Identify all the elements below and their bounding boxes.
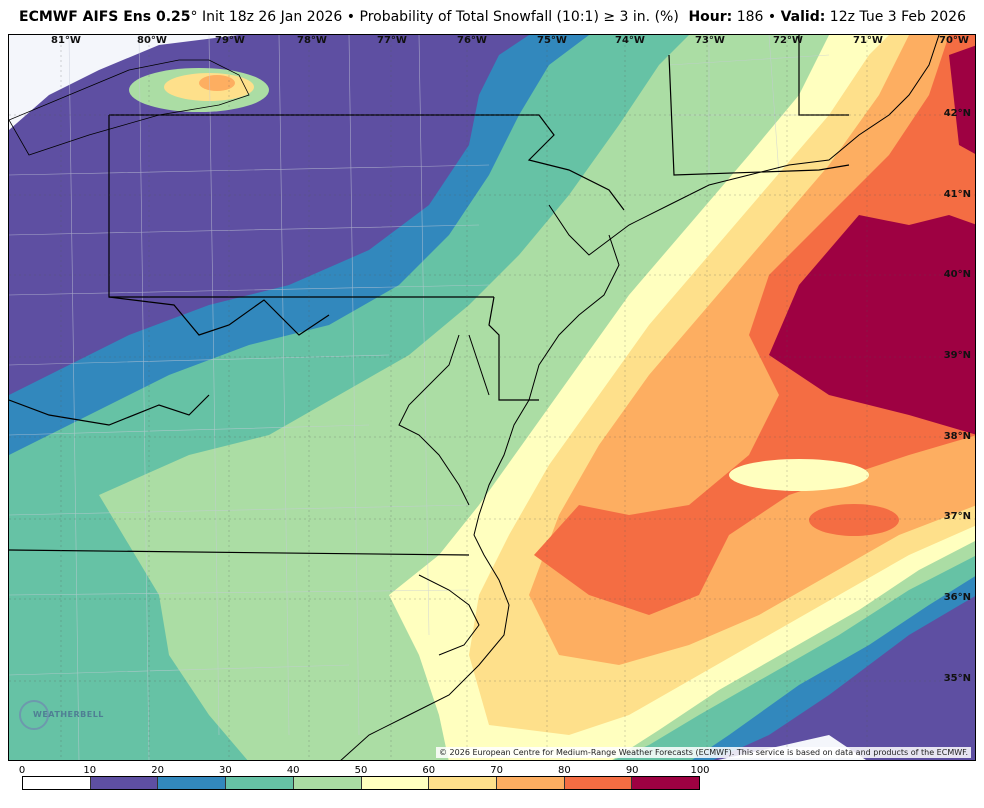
product-name: Probability of Total Snowfall (10:1) — [359, 9, 599, 25]
latitude-label: 40°N — [943, 269, 971, 280]
colorbar-segment — [429, 777, 497, 789]
degree-symbol: ° — [190, 9, 198, 25]
lake-erie-max-core — [199, 75, 235, 91]
colorbar-segment — [632, 777, 700, 789]
colorbar-tick-label: 70 — [490, 765, 503, 776]
valid-label: Valid: — [780, 9, 826, 25]
prob-90-100 — [769, 215, 975, 435]
prob-80-90 — [534, 35, 975, 615]
hour-value: 186 — [736, 9, 764, 25]
colorbar-tick-label: 20 — [151, 765, 164, 776]
offshore-pale-patch — [729, 459, 869, 491]
state-borders — [9, 35, 850, 556]
longitude-label: 76°W — [457, 35, 487, 46]
colorbar-tick-label: 0 — [18, 765, 26, 776]
init-time: Init 18z 26 Jan 2026 — [201, 9, 343, 25]
colorbar-segment — [158, 777, 227, 789]
colorbar-segment — [293, 777, 362, 789]
latitude-label: 39°N — [943, 350, 971, 361]
attribution: © 2026 European Centre for Medium-Range … — [436, 747, 971, 758]
latitude-label: 37°N — [943, 511, 971, 522]
colorbar-tick-label: 40 — [286, 765, 300, 776]
colorbar-segment — [496, 777, 565, 789]
probability-map — [9, 35, 975, 760]
colorbar — [22, 776, 700, 790]
graticule — [9, 35, 975, 760]
longitude-label: 80°W — [137, 35, 167, 46]
colorbar-segment — [361, 777, 430, 789]
valid-value: 12z Tue 3 Feb 2026 — [829, 9, 966, 25]
title-bullet-2: • — [767, 9, 777, 25]
colorbar-tick-label: 100 — [690, 765, 710, 776]
colorbar-segment — [90, 777, 159, 789]
coastlines — [340, 35, 940, 760]
colorbar-tick-label: 90 — [625, 765, 639, 776]
logo-circle — [19, 700, 49, 730]
title-bullet: • — [346, 9, 356, 25]
threshold: ≥ 3 in. (%) — [603, 9, 679, 25]
longitude-label: 70°W — [939, 35, 969, 46]
latitude-label: 38°N — [943, 431, 971, 442]
title-left: ECMWF AIFS Ens 0.25° Init 18z 26 Jan 202… — [19, 0, 679, 34]
longitude-label: 73°W — [695, 35, 725, 46]
hour-label: Hour: — [688, 9, 733, 25]
model-name: ECMWF AIFS Ens 0.25 — [19, 9, 191, 25]
colorbar-tick-label: 60 — [422, 765, 436, 776]
lakes — [9, 59, 250, 156]
colorbar-tick-label: 50 — [354, 765, 368, 776]
weatherbell-logo: WEATHERBELL — [17, 698, 103, 732]
offshore-red-patch — [809, 504, 899, 536]
latitude-label: 41°N — [943, 189, 971, 200]
county-lines — [9, 35, 839, 760]
map-header: ECMWF AIFS Ens 0.25° Init 18z 26 Jan 202… — [0, 0, 984, 34]
prob-90-100-ne — [949, 45, 975, 154]
map-frame: 81°W 80°W 79°W 78°W 77°W 76°W 75°W 74°W 73°W 72°W… — [8, 34, 976, 761]
longitude-label: 74°W — [615, 35, 645, 46]
latitude-label: 36°N — [943, 592, 971, 603]
longitude-label: 77°W — [377, 35, 407, 46]
latitude-label: 42°N — [943, 108, 971, 119]
longitude-label: 78°W — [297, 35, 327, 46]
colorbar-tick-label: 10 — [83, 765, 97, 776]
colorbar-segment — [23, 777, 91, 789]
latitude-label: 35°N — [943, 673, 971, 684]
colorbar-tick-label: 80 — [558, 765, 571, 776]
longitude-label: 72°W — [773, 35, 803, 46]
longitude-label: 81°W — [51, 35, 81, 46]
longitude-label: 79°W — [215, 35, 245, 46]
colorbar-tick-label: 30 — [219, 765, 232, 776]
colorbar-segment — [226, 777, 294, 789]
logo-text: WEATHERBELL — [33, 710, 104, 719]
longitude-label: 71°W — [853, 35, 883, 46]
title-right: Hour: 186 • Valid: 12z Tue 3 Feb 2026 — [688, 0, 966, 34]
colorbar-segment — [564, 777, 633, 789]
longitude-label: 75°W — [537, 35, 567, 46]
